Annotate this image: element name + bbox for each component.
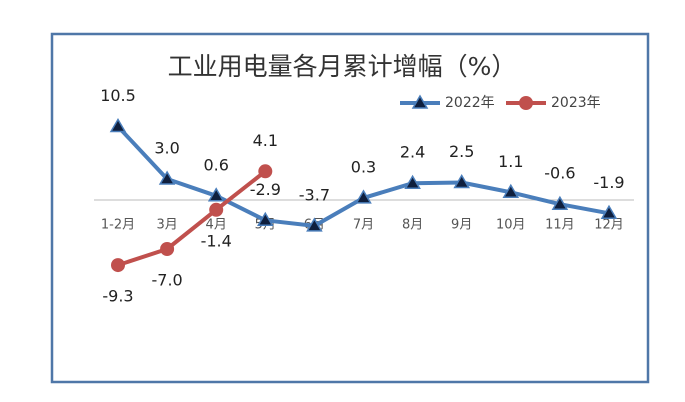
x-tick-label: 11月: [545, 218, 575, 233]
x-tick-label: 7月: [353, 218, 374, 233]
point: [551, 195, 569, 210]
data-label: 3.0: [154, 139, 179, 158]
point: [256, 211, 274, 227]
point: [502, 183, 520, 199]
data-label: -3.7: [299, 185, 330, 204]
data-label: 0.6: [203, 155, 228, 174]
point: [453, 174, 471, 189]
data-label: -0.6: [544, 164, 575, 183]
data-label: -9.3: [102, 287, 133, 306]
chart-title: 工业用电量各月累计增幅（%）: [168, 52, 517, 81]
x-tick-label: 8月: [402, 218, 423, 233]
legend-marker: [519, 96, 533, 110]
point: [160, 242, 175, 256]
legend-marker: [411, 94, 429, 109]
point: [158, 170, 176, 185]
point: [109, 118, 127, 133]
x-tick-label: 9月: [451, 218, 472, 233]
point: [207, 187, 225, 202]
data-label: -2.9: [250, 180, 281, 199]
data-label: -1.9: [593, 173, 624, 192]
x-tick-label: 3月: [156, 218, 177, 233]
point: [404, 174, 421, 189]
data-label: 0.3: [351, 157, 376, 176]
data-label: -7.0: [151, 271, 182, 290]
point: [600, 204, 618, 220]
data-label: 1.1: [498, 152, 523, 171]
point: [111, 258, 125, 273]
data-label: 10.5: [100, 86, 136, 105]
point: [306, 217, 323, 232]
x-tick-label: 10月: [496, 218, 526, 233]
legend-label: 2023年: [551, 95, 601, 111]
point: [258, 164, 273, 179]
x-tick-label: 4月: [206, 218, 227, 233]
data-label: 4.1: [253, 131, 278, 150]
x-tick-label: 1-2月: [101, 218, 135, 233]
point: [355, 189, 372, 204]
point: [209, 202, 224, 217]
data-label: -1.4: [201, 231, 232, 250]
data-label: 2.4: [400, 143, 425, 162]
chart-frame: [50, 32, 650, 384]
legend-label: 2022年: [445, 95, 495, 111]
x-tick-label: 12月: [594, 218, 624, 233]
data-label: 2.5: [449, 142, 474, 161]
series-line: [117, 169, 267, 268]
